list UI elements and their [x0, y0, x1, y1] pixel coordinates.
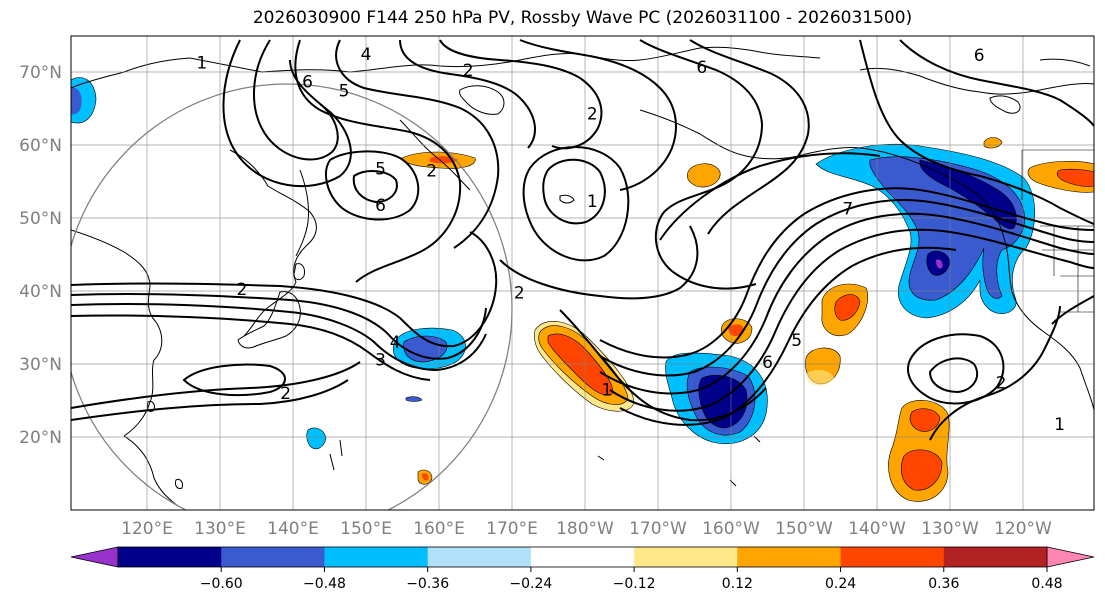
lon-label-120w: 120°W: [994, 519, 1052, 539]
contour-label: 3: [375, 351, 386, 371]
colorbar-segment: [530, 547, 635, 567]
lat-label-40: 40°N: [19, 282, 62, 302]
contour-label: 1: [1054, 415, 1065, 435]
colorbar-tick-label: 0.24: [825, 576, 856, 592]
contour-label: 6: [762, 353, 773, 373]
colorbar-tick-label: −0.48: [303, 576, 346, 592]
contour-label: 5: [375, 159, 386, 179]
colorbar-segment: [634, 547, 738, 567]
contour-label: 2: [514, 283, 525, 303]
colorbar-segment: [427, 547, 532, 567]
contour-label: 7: [842, 200, 853, 220]
colorbar-extend-max: [1046, 546, 1095, 568]
longitude-labels: 120°E 130°E 140°E 150°E 160°E 170°E 180°…: [121, 519, 1052, 539]
lon-label-160e: 160°E: [413, 519, 465, 539]
colorbar-extend-min: [70, 546, 119, 568]
colorbar-tick-label: −0.24: [509, 576, 552, 592]
anomaly-shading: [71, 77, 1094, 502]
colorbar-tick-label: −0.36: [406, 576, 449, 592]
colorbar-tick-label: 0.12: [722, 576, 753, 592]
lon-label-120e: 120°E: [121, 519, 173, 539]
map-title: 2026030900 F144 250 hPa PV, Rossby Wave …: [252, 8, 913, 28]
colorbar-segment: [943, 547, 1048, 567]
map-frame: [70, 35, 1095, 511]
contour-label: 5: [339, 81, 350, 101]
lon-label-170w: 170°W: [629, 519, 687, 539]
contour-label: 1: [196, 54, 207, 74]
lat-label-60: 60°N: [19, 136, 62, 156]
colorbar-frame: [117, 546, 1048, 568]
lon-label-130w: 130°W: [921, 519, 979, 539]
lon-label-140e: 140°E: [267, 519, 319, 539]
colorbar-segment: [737, 547, 842, 567]
lat-label-30: 30°N: [19, 355, 62, 375]
contour-label: 1: [601, 381, 612, 401]
colorbar-segment: [840, 547, 945, 567]
contour-label: 2: [236, 280, 247, 300]
colorbar-tick-label: 0.48: [1031, 576, 1062, 592]
colorbar-tick-label: −0.60: [200, 576, 243, 592]
pv-contours: [71, 39, 1094, 441]
colorbar-segment: [221, 547, 325, 567]
contour-label: 6: [974, 46, 985, 66]
gridlines: [71, 36, 1094, 510]
colorbar-segment: [118, 547, 222, 567]
lon-label-140w: 140°W: [848, 519, 906, 539]
contour-label: 2: [426, 162, 437, 182]
lon-label-150w: 150°W: [775, 519, 833, 539]
contour-label: 6: [375, 196, 386, 216]
colorbar-segment: [324, 547, 429, 567]
lat-label-50: 50°N: [19, 209, 62, 229]
radius-circle: [71, 83, 513, 510]
latitude-labels: 70°N 60°N 50°N 40°N 30°N 20°N: [19, 63, 62, 448]
lon-label-150e: 150°E: [340, 519, 392, 539]
contour-label: 2: [996, 373, 1007, 393]
lon-label-180w: 180°W: [556, 519, 614, 539]
colorbar: −0.60 −0.48 −0.36 −0.24 −0.12 0.12 0.24 0.36 0.4…: [70, 546, 1095, 592]
lon-label-160w: 160°W: [702, 519, 760, 539]
contour-label: 2: [587, 105, 598, 125]
contour-label: 2: [463, 61, 474, 81]
lon-label-130e: 130°E: [194, 519, 246, 539]
contour-label: 5: [791, 331, 802, 351]
contour-label: 6: [302, 72, 313, 92]
contour-label: 6: [696, 58, 707, 78]
lat-label-70: 70°N: [19, 63, 62, 83]
lat-label-20: 20°N: [19, 428, 62, 448]
colorbar-tick-label: 0.36: [928, 576, 959, 592]
contour-label: 1: [587, 192, 598, 212]
coastlines: [71, 46, 1094, 507]
colorbar-tick-label: −0.12: [613, 576, 656, 592]
contour-label: 4: [361, 45, 372, 65]
contour-label: 4: [390, 333, 401, 353]
contour-label: 2: [280, 384, 291, 404]
lon-label-170e: 170°E: [486, 519, 538, 539]
